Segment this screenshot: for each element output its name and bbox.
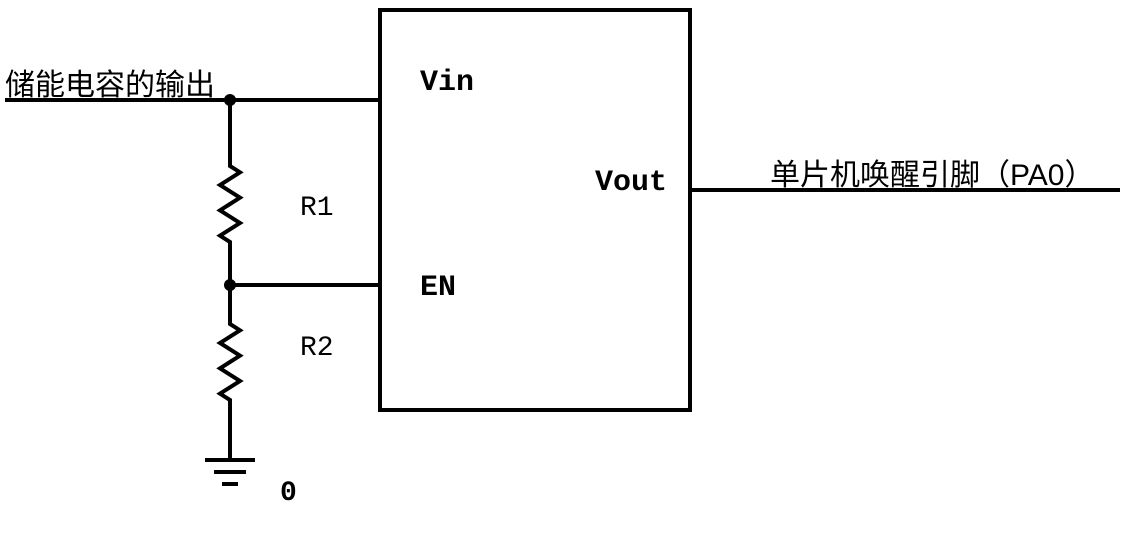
label-gnd-0: 0 [280, 478, 297, 509]
label-input: 储能电容的输出 [5, 69, 215, 102]
junction-mid [224, 279, 236, 291]
circuit-diagram: Vin EN Vout 储能电容的输出单片机唤醒引脚（PA0） R1 R2 0 [0, 0, 1147, 559]
pin-label-en: EN [420, 271, 456, 305]
label-output: 单片机唤醒引脚（PA0） [770, 159, 1094, 192]
resistor-r1 [220, 158, 240, 250]
pin-label-vin: Vin [420, 66, 474, 100]
pin-label-vout: Vout [595, 166, 667, 200]
resistor-r2 [220, 316, 240, 408]
label-r2: R2 [300, 333, 334, 364]
label-r1: R1 [300, 193, 334, 224]
junction-top [224, 94, 236, 106]
